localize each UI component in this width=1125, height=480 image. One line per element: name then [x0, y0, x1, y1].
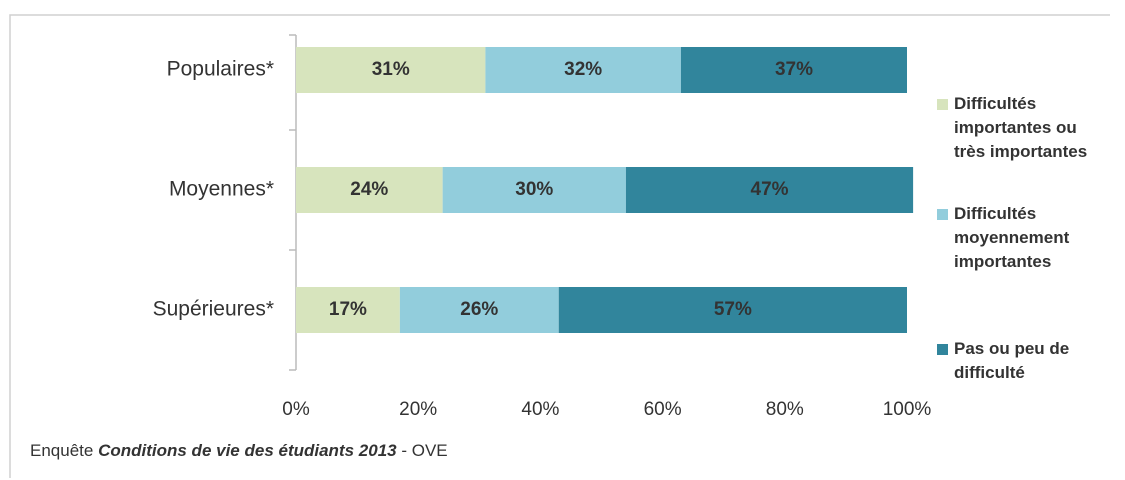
category-label: Populaires*: [167, 58, 274, 81]
value-label: 30%: [515, 179, 553, 200]
bar-segment: [680, 47, 907, 93]
legend-label: Difficultés moyennement importantes: [954, 204, 1070, 271]
bar-segment: [485, 47, 681, 93]
value-label: 47%: [751, 179, 789, 200]
value-label: 31%: [372, 59, 410, 80]
legend-swatch: [937, 209, 948, 220]
bar-segment: [442, 167, 626, 213]
x-tick-label: 40%: [521, 399, 559, 420]
x-tick-label: 80%: [766, 399, 804, 420]
x-tick-label: 60%: [644, 399, 682, 420]
category-label: Moyennes*: [169, 178, 274, 201]
legend-swatch: [937, 99, 948, 110]
value-label: 17%: [329, 299, 367, 320]
source-prefix: Enquête: [30, 441, 93, 460]
legend-swatch: [937, 344, 948, 355]
x-tick-label: 100%: [883, 399, 932, 420]
legend-label: Pas ou peu de difficulté: [954, 339, 1070, 382]
value-label: 24%: [350, 179, 388, 200]
bar-segment: [296, 167, 443, 213]
bar-segment: [625, 167, 914, 213]
source: Enquête Conditions de vie des étudiants …: [30, 441, 448, 460]
bar-segment: [296, 47, 486, 93]
category-label: Supérieures*: [153, 298, 274, 321]
value-label: 32%: [564, 59, 602, 80]
value-label: 26%: [460, 299, 498, 320]
source-title: Conditions de vie des étudiants 2013: [98, 441, 397, 460]
value-label: 57%: [714, 299, 752, 320]
bar-segment: [558, 287, 907, 333]
value-label: 37%: [775, 59, 813, 80]
bar-segment: [296, 287, 400, 333]
legend-label: Difficultés importantes ou très importan…: [954, 94, 1088, 161]
x-tick-label: 0%: [282, 399, 310, 420]
x-tick-label: 20%: [399, 399, 437, 420]
source-suffix: - OVE: [401, 441, 447, 460]
frame: [9, 14, 1110, 478]
bar-segment: [399, 287, 559, 333]
